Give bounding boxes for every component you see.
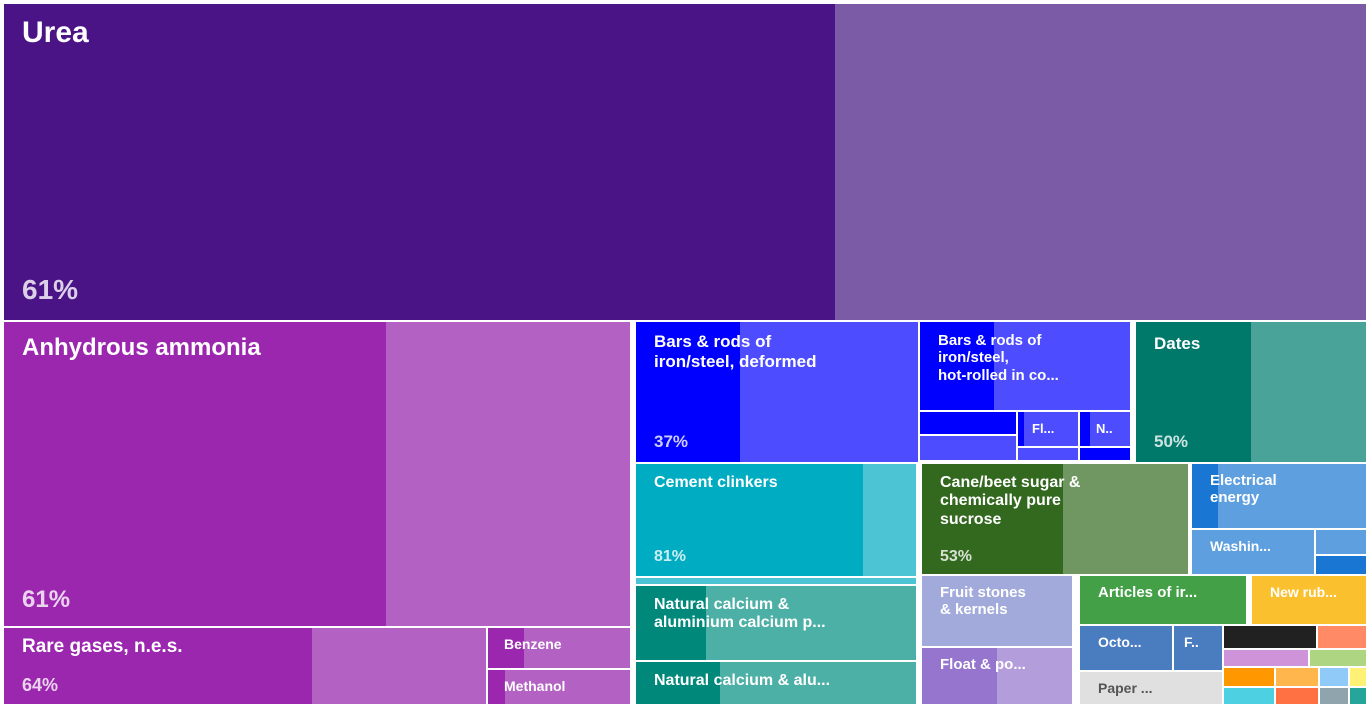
- treemap-share-anhydrous-ammonia: [4, 322, 386, 626]
- treemap-cell-dates[interactable]: Dates 50%: [1136, 322, 1368, 464]
- treemap-share-bars-hot-rolled: [920, 322, 994, 410]
- treemap-label-anhydrous-ammonia: Anhydrous ammonia: [22, 334, 261, 361]
- treemap-share-dates: [1136, 322, 1251, 462]
- treemap-share-urea: [4, 4, 835, 320]
- treemap-percent-cement-clinkers: 81%: [654, 548, 687, 565]
- treemap-label-cement-clinkers: Cement clinkers: [654, 474, 778, 491]
- treemap-cell-natural-calcium-2[interactable]: Natural calcium & alu...: [636, 662, 918, 706]
- treemap-share-methanol: [488, 670, 506, 704]
- treemap-small-cell[interactable]: [1318, 626, 1368, 650]
- treemap-share-articles-iron: [1080, 576, 1085, 624]
- treemap-small-cell[interactable]: [920, 412, 1018, 436]
- treemap-small-cell[interactable]: [1320, 688, 1350, 706]
- treemap-share-rare-gases: [4, 628, 313, 704]
- treemap-percent-rare-gases: 64%: [22, 675, 59, 695]
- treemap-percent-anhydrous-ammonia: 61%: [22, 586, 71, 613]
- treemap-label-fl: Fl...: [1032, 421, 1055, 436]
- treemap-cell-new-rubber[interactable]: New rub...: [1252, 576, 1368, 626]
- treemap-share-n: [1080, 412, 1090, 446]
- treemap-small-cell[interactable]: [1080, 448, 1132, 462]
- treemap-cell-natural-calcium-1[interactable]: Natural calcium & aluminium calcium p...: [636, 586, 918, 662]
- treemap-share-float: [922, 648, 997, 704]
- treemap-label-bars-deformed: Bars & rods of iron/steel, deformed: [654, 332, 817, 371]
- treemap-share-benzene: [488, 628, 524, 668]
- treemap-share-cane-sugar: [922, 464, 1063, 574]
- treemap-small-cell[interactable]: [1350, 668, 1368, 688]
- treemap-cell-bars-hot-rolled[interactable]: Bars & rods of iron/steel, hot-rolled in…: [920, 322, 1132, 412]
- treemap-label-natural-calcium-2: Natural calcium & alu...: [654, 672, 831, 689]
- treemap-small-cell[interactable]: [1224, 626, 1318, 650]
- treemap-small-cell[interactable]: [1316, 530, 1368, 556]
- treemap-cell-anhydrous-ammonia[interactable]: Anhydrous ammonia 61%: [4, 322, 632, 628]
- treemap-label-octo: Octo...: [1098, 634, 1142, 650]
- treemap-label-new-rubber: New rub...: [1270, 584, 1337, 600]
- treemap-small-cell[interactable]: [1320, 668, 1350, 688]
- treemap-label-float: Float & po...: [940, 656, 1026, 673]
- treemap-label-cane-sugar: Cane/beet sugar & chemically pure sucros…: [940, 474, 1081, 528]
- treemap-label-f: F..: [1184, 634, 1199, 650]
- treemap-label-bars-hot-rolled: Bars & rods of iron/steel, hot-rolled in…: [938, 332, 1059, 384]
- treemap-cell-fl[interactable]: Fl...: [1018, 412, 1080, 448]
- treemap-small-cell[interactable]: [1018, 448, 1080, 462]
- treemap-label-rare-gases: Rare gases, n.e.s.: [22, 636, 183, 657]
- treemap-label-fruit-stones: Fruit stones & kernels: [940, 584, 1026, 619]
- treemap-cell-benzene[interactable]: Benzene: [488, 628, 632, 670]
- treemap-label-natural-calcium-1: Natural calcium & aluminium calcium p...: [654, 596, 826, 632]
- treemap-label-urea: Urea: [22, 16, 89, 49]
- treemap-share-natural-calcium-2: [636, 662, 720, 704]
- treemap-label-methanol: Methanol: [504, 678, 566, 694]
- treemap-share-natural-calcium-1: [636, 586, 706, 660]
- treemap-cell-articles-iron[interactable]: Articles of ir...: [1080, 576, 1248, 626]
- treemap-small-cell[interactable]: [1276, 688, 1320, 706]
- treemap-share-fl: [1018, 412, 1024, 446]
- treemap-label-washin: Washin...: [1210, 538, 1271, 554]
- treemap-small-cell[interactable]: [1276, 668, 1320, 688]
- treemap-cell-washin[interactable]: Washin...: [1192, 530, 1316, 576]
- treemap-cell-electrical-energy[interactable]: Electrical energy: [1192, 464, 1368, 530]
- treemap-cell-urea[interactable]: Urea 61%: [4, 4, 1368, 322]
- treemap-cell-fruit-stones[interactable]: Fruit stones & kernels: [922, 576, 1074, 648]
- treemap-label-paper: Paper ...: [1098, 680, 1153, 696]
- treemap-cell-float[interactable]: Float & po...: [922, 648, 1074, 706]
- treemap-small-cell[interactable]: [636, 578, 918, 586]
- treemap-cell-paper[interactable]: Paper ...: [1080, 672, 1224, 706]
- treemap-cell-rare-gases[interactable]: Rare gases, n.e.s. 64%: [4, 628, 488, 706]
- treemap-percent-urea: 61%: [22, 274, 79, 305]
- treemap-cell-methanol[interactable]: Methanol: [488, 670, 632, 706]
- treemap-small-cell[interactable]: [1224, 668, 1276, 688]
- treemap-share-cement-clinkers: [636, 464, 863, 576]
- treemap-cell-bars-deformed[interactable]: Bars & rods of iron/steel, deformed 37%: [636, 322, 920, 464]
- treemap-small-cell[interactable]: [1350, 688, 1368, 706]
- treemap-share-electrical-energy: [1192, 464, 1219, 528]
- treemap-share-bars-deformed: [636, 322, 741, 462]
- treemap-cell-cement-clinkers[interactable]: Cement clinkers 81%: [636, 464, 918, 578]
- treemap-percent-dates: 50%: [1154, 432, 1189, 451]
- treemap-label-dates: Dates: [1154, 334, 1201, 353]
- treemap-cell-cane-sugar[interactable]: Cane/beet sugar & chemically pure sucros…: [922, 464, 1190, 576]
- treemap-small-cell[interactable]: [1310, 650, 1368, 668]
- treemap-cell-octo[interactable]: Octo...: [1080, 626, 1174, 672]
- treemap-cell-n[interactable]: N..: [1080, 412, 1132, 448]
- treemap-percent-bars-deformed: 37%: [654, 432, 689, 451]
- treemap-small-cell[interactable]: [1316, 556, 1368, 576]
- treemap-small-cell[interactable]: [920, 436, 1018, 462]
- treemap-label-benzene: Benzene: [504, 636, 562, 652]
- treemap-small-cell[interactable]: [1224, 650, 1310, 668]
- treemap-label-n: N..: [1096, 421, 1113, 436]
- treemap-cell-f[interactable]: F..: [1174, 626, 1224, 672]
- treemap-small-cell[interactable]: [1224, 688, 1276, 706]
- treemap-label-articles-iron: Articles of ir...: [1098, 584, 1198, 601]
- treemap-percent-cane-sugar: 53%: [940, 548, 973, 565]
- treemap-label-electrical-energy: Electrical energy: [1210, 472, 1277, 507]
